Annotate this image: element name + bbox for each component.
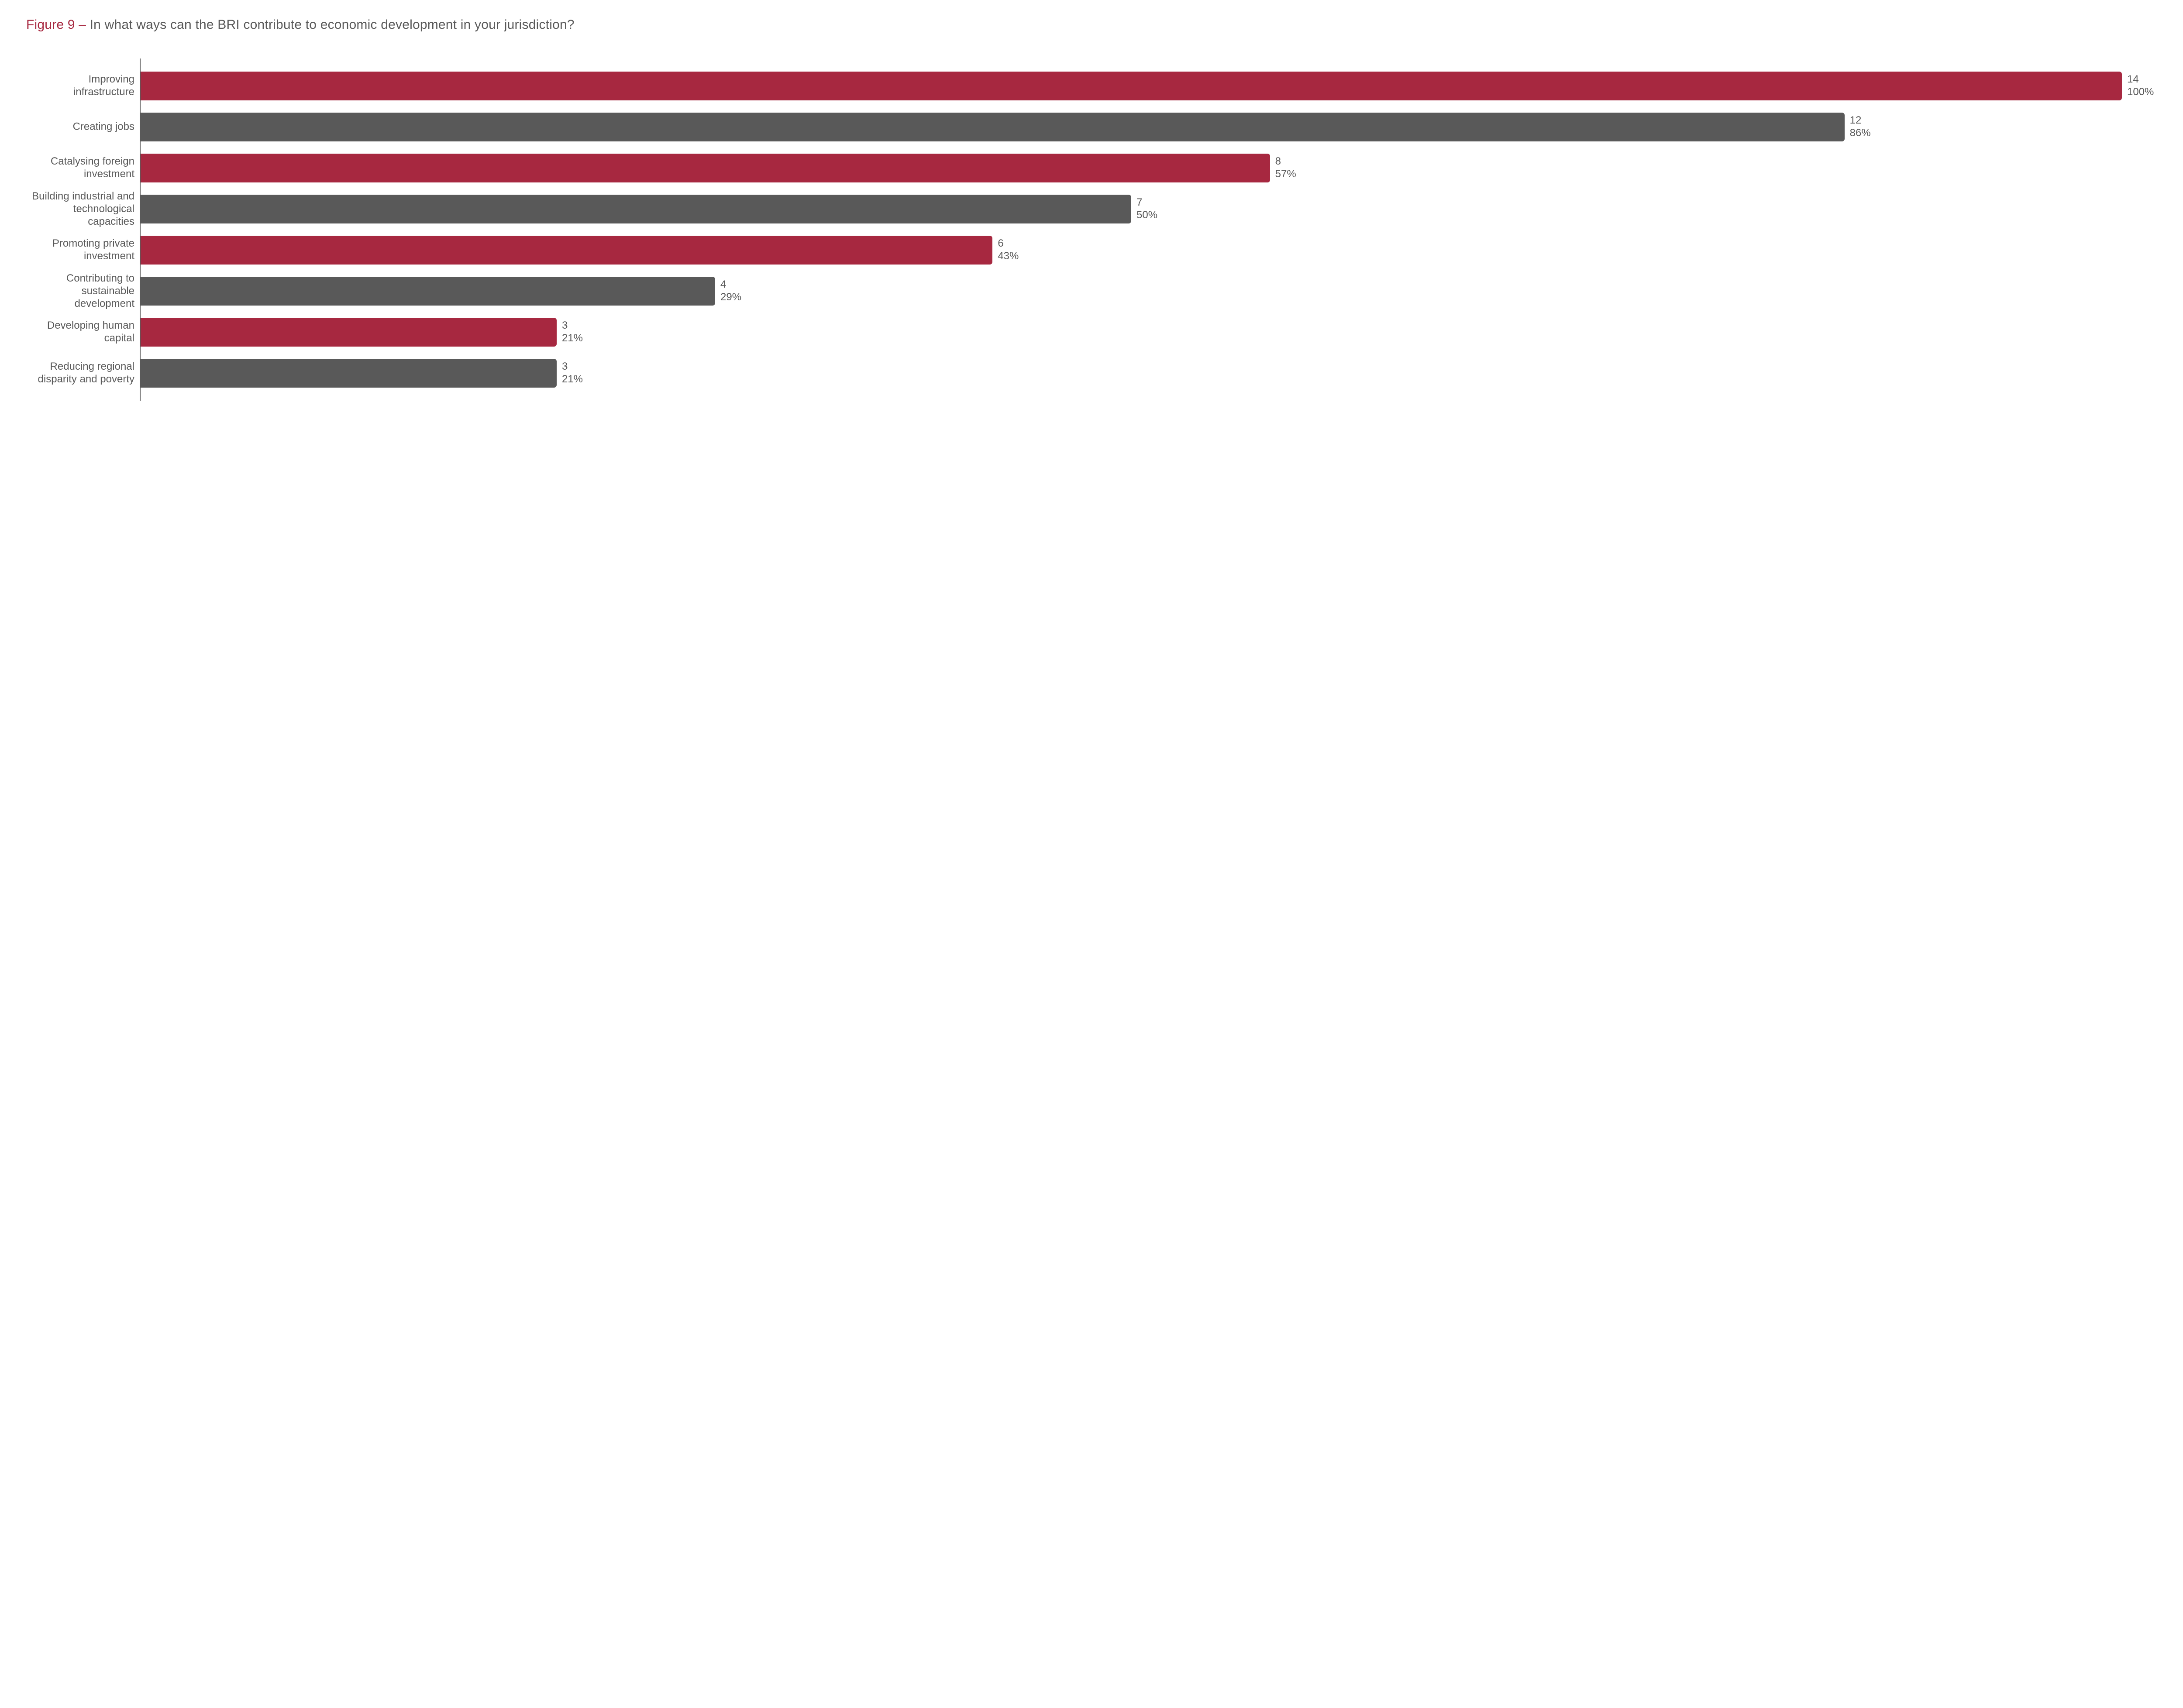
bar — [141, 154, 1270, 182]
bar-row: Catalysing foreign investment857% — [141, 154, 2122, 182]
bar — [141, 277, 715, 306]
bar-row: Building industrial and technological ca… — [141, 195, 2122, 223]
bar-row: Contributing to sustainable development4… — [141, 277, 2122, 306]
category-label: Developing human capital — [25, 320, 141, 345]
bar — [141, 72, 2122, 100]
bar-row: Creating jobs1286% — [141, 113, 2122, 141]
value-percent: 100% — [2127, 86, 2154, 99]
value-percent: 50% — [1136, 209, 1157, 222]
value-label: 643% — [992, 237, 1019, 263]
figure-container: Figure 9 – In what ways can the BRI cont… — [0, 0, 2183, 427]
value-count: 7 — [1136, 196, 1157, 209]
bar — [141, 195, 1131, 223]
category-label: Building industrial and technological ca… — [25, 190, 141, 228]
category-label: Catalysing foreign investment — [25, 155, 141, 181]
value-label: 321% — [557, 320, 583, 345]
value-count: 12 — [1850, 114, 1871, 127]
value-label: 321% — [557, 361, 583, 386]
value-count: 3 — [562, 361, 583, 373]
value-percent: 21% — [562, 373, 583, 386]
bar — [141, 359, 557, 388]
bar — [141, 318, 557, 347]
value-count: 3 — [562, 320, 583, 332]
figure-title: Figure 9 – In what ways can the BRI cont… — [26, 17, 2157, 32]
category-label: Improving infrastructure — [25, 73, 141, 99]
category-label: Contributing to sustainable development — [25, 272, 141, 310]
value-count: 6 — [998, 237, 1019, 250]
value-label: 14100% — [2122, 73, 2154, 99]
category-label: Promoting private investment — [25, 237, 141, 263]
figure-number: Figure 9 – — [26, 17, 86, 32]
category-label: Creating jobs — [25, 121, 141, 134]
bar-chart: Improving infrastructure14100% Creating j… — [140, 58, 2122, 401]
value-count: 8 — [1275, 155, 1296, 168]
value-count: 4 — [720, 278, 741, 291]
bar-row: Developing human capital321% — [141, 318, 2122, 347]
figure-question: In what ways can the BRI contribute to e… — [90, 17, 575, 32]
value-percent: 57% — [1275, 168, 1296, 181]
value-count: 14 — [2127, 73, 2154, 86]
bar — [141, 113, 1845, 141]
value-label: 1286% — [1845, 114, 1871, 140]
value-label: 750% — [1131, 196, 1157, 222]
value-percent: 21% — [562, 332, 583, 345]
value-label: 429% — [715, 278, 741, 304]
bar-row: Reducing regional disparity and poverty3… — [141, 359, 2122, 388]
bar-row: Promoting private investment643% — [141, 236, 2122, 265]
bar-row: Improving infrastructure14100% — [141, 72, 2122, 100]
value-percent: 29% — [720, 291, 741, 304]
category-label: Reducing regional disparity and poverty — [25, 361, 141, 386]
bar — [141, 236, 992, 265]
value-label: 857% — [1270, 155, 1296, 181]
value-percent: 43% — [998, 250, 1019, 263]
value-percent: 86% — [1850, 127, 1871, 140]
